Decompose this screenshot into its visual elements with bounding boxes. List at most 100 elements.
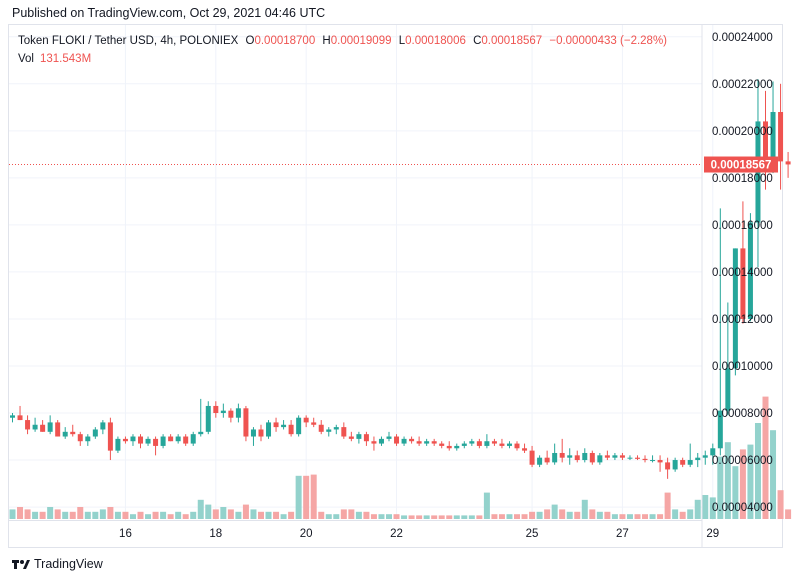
candle-body: [168, 436, 174, 442]
volume-legend: Vol 131.543M: [18, 53, 91, 65]
x-tick-label: 25: [526, 528, 539, 540]
volume-bar: [288, 511, 295, 519]
y-tick-label: 0.00024000: [712, 32, 773, 44]
volume-bar: [227, 509, 234, 519]
candle-body: [416, 441, 422, 444]
x-tick-label: 22: [390, 528, 403, 540]
volume-bar: [559, 509, 566, 519]
volume-bar: [333, 514, 340, 519]
volume-bar: [770, 430, 777, 519]
volume-bar: [340, 509, 347, 519]
candle-body: [77, 434, 83, 442]
time-axis[interactable]: 16 18 20 22 25 27 29: [9, 520, 719, 541]
candle-body: [552, 452, 558, 463]
volume-bar: [280, 514, 287, 519]
close-value: 0.00018567: [481, 35, 543, 47]
candle-body: [642, 458, 648, 461]
volume-bar: [596, 511, 603, 519]
candle-body: [213, 405, 219, 414]
candle-body: [288, 424, 294, 435]
candle-body: [107, 422, 113, 451]
volume-bar: [9, 509, 16, 519]
candle-body: [439, 443, 445, 446]
volume-bar: [303, 475, 310, 519]
volume-bar: [167, 514, 174, 519]
candle-body: [627, 457, 633, 459]
candle-body: [740, 248, 746, 319]
candle-body: [70, 431, 76, 435]
volume-bar: [431, 515, 438, 519]
candle-body: [160, 436, 166, 446]
ohlc-legend: Token FLOKI / Tether USD, 4h, POLONIEX O…: [18, 35, 667, 47]
volume-bar: [348, 509, 355, 519]
x-tick-label: 27: [616, 528, 629, 540]
candle-body: [529, 450, 535, 465]
candle-body: [32, 424, 38, 430]
volume-bar: [694, 499, 701, 519]
volume-bar: [476, 515, 483, 519]
volume-bar: [393, 514, 400, 519]
volume-bar: [416, 515, 423, 519]
candle-body: [695, 457, 701, 461]
candle-body: [491, 441, 497, 444]
open-label: O: [245, 35, 255, 47]
tradingview-logo-icon: [12, 558, 30, 570]
volume-bar: [114, 511, 121, 519]
candle-body: [220, 410, 226, 414]
volume-bar: [24, 509, 31, 519]
candle-body: [544, 457, 550, 463]
volume-bar: [551, 504, 558, 519]
candle-body: [597, 455, 603, 463]
volume-bar: [54, 509, 61, 519]
y-tick-label: 0.00014000: [712, 267, 773, 279]
candle-body: [484, 441, 490, 446]
candle-body: [250, 429, 256, 437]
y-tick-label: 0.00022000: [712, 79, 773, 91]
volume-bar: [363, 511, 370, 519]
candle-body: [190, 434, 196, 444]
volume-bar: [649, 514, 656, 519]
volume-bar: [664, 492, 671, 519]
volume-bar: [295, 475, 302, 519]
volume-bar: [483, 492, 490, 519]
volume-bar: [370, 514, 377, 519]
candle-body: [296, 417, 302, 435]
volume-bar: [762, 396, 769, 519]
grid-lines: [9, 25, 714, 520]
volume-bar: [355, 511, 362, 519]
candle-body: [228, 410, 234, 418]
y-tick-label: 0.00006000: [712, 455, 773, 467]
volume-bar: [672, 509, 679, 519]
low-label: L: [398, 35, 406, 47]
volume-bar: [122, 511, 129, 519]
candle-body: [138, 436, 144, 444]
candle-body: [40, 424, 46, 432]
volume-bar: [657, 514, 664, 519]
volume-bar: [717, 456, 724, 519]
volume-bar: [739, 449, 746, 519]
volume-bar: [386, 514, 392, 519]
candle-body: [770, 112, 776, 164]
volume-bar: [378, 514, 385, 519]
candle-body: [115, 438, 121, 451]
candle-body: [100, 422, 106, 430]
volume-bar: [506, 514, 513, 519]
volume-bar: [687, 509, 694, 519]
volume-bar: [182, 514, 189, 519]
candle-body: [326, 429, 332, 432]
volume-bar: [197, 499, 204, 519]
x-tick-label: 16: [119, 528, 132, 540]
candle-body: [386, 436, 392, 439]
candle-body: [612, 455, 618, 458]
volume-bar: [84, 511, 91, 519]
price-axis[interactable]: 0.00024000 0.00022000 0.00020000 0.00018000…: [701, 25, 773, 548]
candle-body: [378, 438, 384, 444]
volume-bar: [581, 499, 588, 519]
volume-bar: [642, 514, 649, 519]
last-price-label: 0.00018567: [711, 160, 772, 172]
candle-body: [145, 438, 151, 444]
candle-body: [710, 448, 716, 456]
candle-body: [725, 368, 731, 411]
volume-bar: [408, 515, 415, 519]
